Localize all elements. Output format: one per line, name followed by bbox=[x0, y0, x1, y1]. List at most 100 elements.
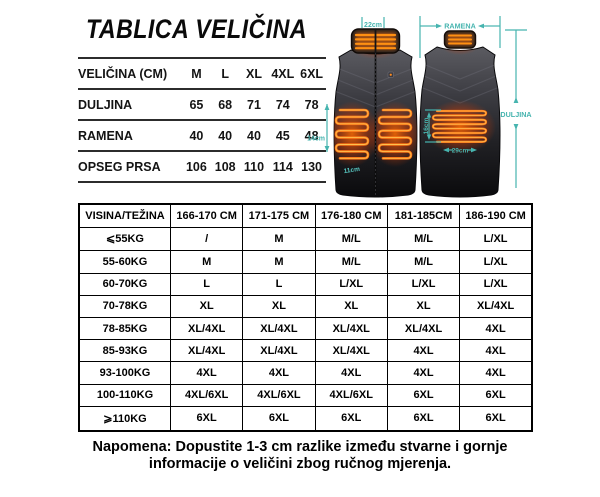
table-row: 55-60KG M M M/L M/L L/XL bbox=[78, 250, 533, 274]
table-cell: 4XL bbox=[314, 361, 388, 385]
table-cell: L bbox=[242, 272, 316, 296]
table-cell: L/XL bbox=[459, 272, 533, 296]
table-cell: 40 bbox=[182, 119, 211, 151]
table-cell: XL bbox=[169, 294, 244, 318]
table-row: DULJINA 65 68 71 74 78 bbox=[78, 88, 326, 120]
header-row: VISINA/TEŽINA 166-170 CM 171-175 CM 176-180… bbox=[78, 203, 533, 228]
table-cell: M/L bbox=[386, 226, 461, 252]
column-header: 166-170 CM bbox=[169, 203, 244, 228]
table-cell: 4XL bbox=[459, 361, 533, 385]
table-cell: 4XL/6XL bbox=[169, 383, 244, 407]
note-line-2: informacije o veličini zbog ručnog mjere… bbox=[148, 456, 452, 472]
measurement-table: VELIČINA (CM) M L XL 4XL 6XL DULJINA 65 68 71 74 78… bbox=[78, 57, 326, 183]
table-cell: XL/4XL bbox=[169, 316, 244, 341]
heating-panel-back bbox=[431, 109, 488, 143]
column-header: XL bbox=[239, 57, 269, 89]
table-cell: 4XL/6XL bbox=[314, 383, 388, 407]
row-label: 60-70KG bbox=[78, 272, 171, 296]
front-panel-height-label: 14cm bbox=[307, 136, 325, 143]
table-row: 93-100KG 4XL 4XL 4XL 4XL 4XL bbox=[78, 361, 533, 385]
table-cell: / bbox=[169, 226, 244, 252]
table-cell: 6XL bbox=[386, 383, 461, 407]
corner-header: VELIČINA (CM) bbox=[78, 57, 182, 89]
table-row: 78-85KG XL/4XL XL/4XL XL/4XL XL/4XL 4XL bbox=[78, 316, 533, 341]
table-row: 60-70KG L L L/XL L/XL L/XL bbox=[78, 272, 533, 296]
table-cell: XL/4XL bbox=[242, 316, 316, 341]
row-label: ⩾110KG bbox=[78, 405, 171, 432]
table-cell: 4XL bbox=[386, 339, 461, 363]
table-cell: L/XL bbox=[386, 272, 461, 296]
column-header: 186-190 CM bbox=[459, 203, 533, 228]
size-recommendation-table: VISINA/TEŽINA 166-170 CM 171-175 CM 176-180… bbox=[78, 203, 533, 432]
table-cell: M bbox=[169, 250, 244, 274]
table-cell: 45 bbox=[268, 119, 298, 151]
table-cell: 6XL bbox=[242, 405, 316, 432]
table-cell: XL bbox=[242, 294, 316, 318]
table-cell: 40 bbox=[210, 119, 240, 151]
table-cell: M/L bbox=[314, 250, 388, 274]
table-cell: L/XL bbox=[459, 250, 533, 274]
table-row: OPSEG PRSA 106 108 110 114 130 bbox=[78, 150, 326, 183]
table-cell: XL/4XL bbox=[459, 294, 533, 318]
heating-panel-front-left bbox=[334, 108, 370, 160]
table-cell: 4XL bbox=[169, 361, 244, 385]
vest-diagram: 22cm RAMENA DULJINA 14cm 11cm 16cm 29cm bbox=[307, 16, 532, 198]
table-cell: 4XL bbox=[459, 339, 533, 363]
page-title: TABLICA VELIČINA bbox=[86, 14, 308, 44]
table-cell: 108 bbox=[210, 150, 240, 183]
table-cell: 6XL bbox=[169, 405, 244, 432]
length-label: DULJINA bbox=[500, 110, 531, 119]
heating-panel-front-right bbox=[377, 108, 413, 160]
vest-front bbox=[333, 28, 418, 198]
table-row: RAMENA 40 40 40 45 48 bbox=[78, 119, 326, 151]
table-cell: XL/4XL bbox=[242, 339, 316, 363]
collar-back bbox=[443, 30, 477, 49]
dimension-arrowheads bbox=[324, 23, 519, 153]
vest-back bbox=[419, 30, 501, 198]
table-cell: 78 bbox=[297, 88, 326, 120]
table-row: 85-93KG XL/4XL XL/4XL XL/4XL 4XL 4XL bbox=[78, 339, 533, 363]
table-cell: M bbox=[242, 226, 316, 252]
row-label: RAMENA bbox=[78, 119, 182, 151]
column-header: 171-175 CM bbox=[242, 203, 316, 228]
table-row: 100-110KG 4XL/6XL 4XL/6XL 4XL/6XL 6XL 6XL bbox=[78, 383, 533, 407]
table-cell: M bbox=[242, 250, 316, 274]
column-header: 4XL bbox=[268, 57, 298, 89]
header-row: VELIČINA (CM) M L XL 4XL 6XL bbox=[78, 57, 326, 89]
collar-front bbox=[350, 28, 401, 54]
table-row: ⩾110KG 6XL 6XL 6XL 6XL 6XL bbox=[78, 405, 533, 432]
dimension-labels: 22cm RAMENA DULJINA 14cm 11cm 16cm 29cm bbox=[307, 22, 531, 176]
table-cell: 4XL/6XL bbox=[242, 383, 316, 407]
column-header: M bbox=[182, 57, 211, 89]
table-cell: XL/4XL bbox=[314, 339, 388, 363]
column-header: 181-185CM bbox=[386, 203, 461, 228]
table-cell: L/XL bbox=[314, 272, 388, 296]
table-cell: 71 bbox=[239, 88, 269, 120]
table-cell: 6XL bbox=[459, 383, 533, 407]
table-cell: 4XL bbox=[386, 361, 461, 385]
table-cell: 130 bbox=[297, 150, 326, 183]
front-panel-width-label: 11cm bbox=[343, 166, 360, 175]
column-header: 6XL bbox=[297, 57, 326, 89]
table-cell: L bbox=[169, 272, 244, 296]
table-cell: 106 bbox=[182, 150, 211, 183]
column-header: 176-180 CM bbox=[314, 203, 388, 228]
row-label: 85-93KG bbox=[78, 339, 171, 363]
dimension-lines bbox=[326, 16, 527, 188]
back-panel-width-label: 29cm bbox=[452, 148, 469, 155]
table-cell: XL/4XL bbox=[314, 316, 388, 341]
row-label: 70-78KG bbox=[78, 294, 171, 318]
table-cell: 4XL bbox=[242, 361, 316, 385]
table-cell: XL/4XL bbox=[386, 316, 461, 341]
shoulders-label: RAMENA bbox=[444, 22, 476, 31]
table-cell: 114 bbox=[268, 150, 298, 183]
table-cell: 6XL bbox=[459, 405, 533, 432]
table-cell: 65 bbox=[182, 88, 211, 120]
row-label: ⩽55KG bbox=[78, 226, 171, 252]
table-cell: 40 bbox=[239, 119, 269, 151]
table-cell: 74 bbox=[268, 88, 298, 120]
collar-width-label: 22cm bbox=[364, 22, 382, 29]
chest-logo bbox=[387, 71, 394, 78]
table-cell: 6XL bbox=[386, 405, 461, 432]
